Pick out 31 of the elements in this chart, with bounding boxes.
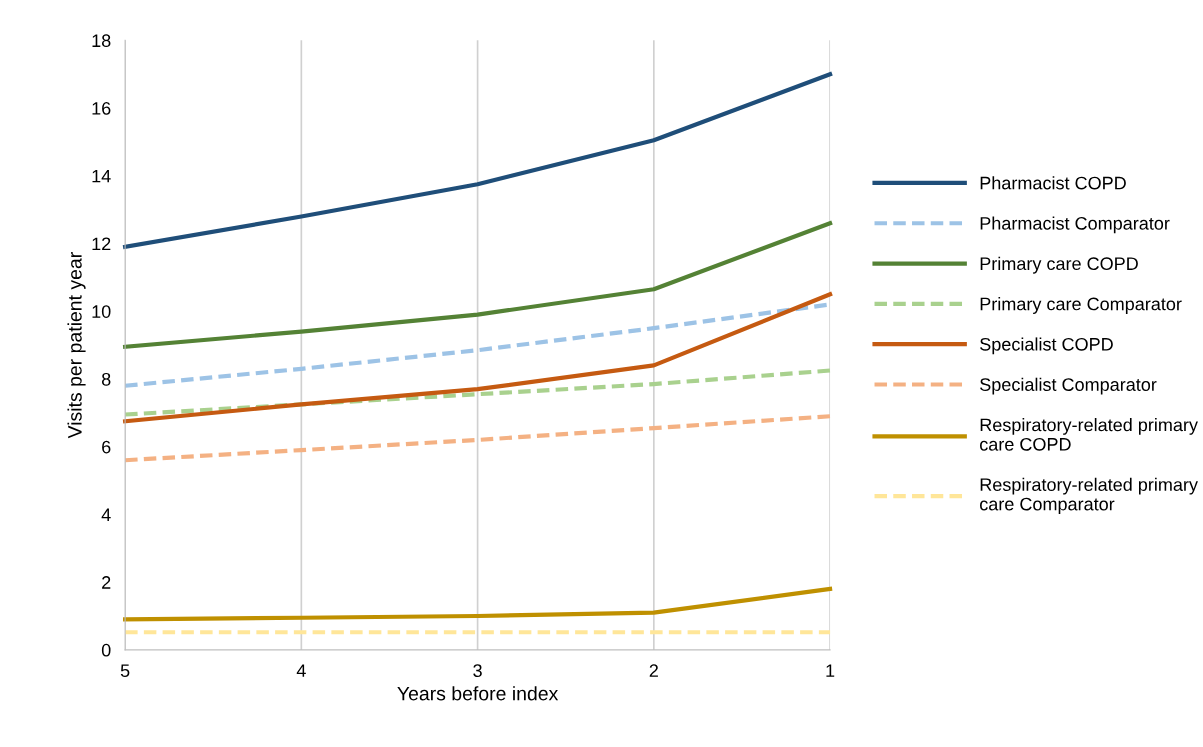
y-tick-label: 6 [102,440,111,454]
legend-label: Specialist Comparator [980,377,1157,395]
y-tick-label: 14 [92,169,111,183]
legend-label: Pharmacist Comparator [980,216,1170,234]
line-series [123,368,833,417]
line-series [123,221,833,349]
line-series [123,586,833,622]
legend-label: Respiratory-related primary care Comparator [980,477,1198,515]
legend-label: Primary care Comparator [980,297,1182,314]
y-tick-label: 16 [92,102,111,115]
y-tick-label: 4 [101,508,111,521]
line-series [123,292,833,424]
y-tick-label: 2 [102,576,111,589]
line-series [123,72,833,249]
legend-label: Primary care COPD [980,256,1138,274]
legend-label: Specialist COPD [980,337,1113,355]
x-tick-label: 5 [120,664,130,678]
y-tick-label: 12 [92,237,111,251]
x-axis-title: Years before index [397,686,559,701]
y-axis-title: Visits per patient year [67,252,86,439]
y-tick-label: 10 [92,305,111,318]
line-series [123,414,833,463]
y-tick-label: 0 [101,643,111,657]
y-tick-label: 18 [92,34,111,48]
legend-label: Pharmacist COPD [980,176,1126,190]
x-tick-label: 1 [826,664,835,677]
legend-label: Respiratory-related primary care COPD [980,418,1198,451]
x-tick-label: 3 [473,664,482,678]
x-tick-label: 4 [296,664,306,677]
y-tick-label: 8 [101,372,111,386]
x-tick-label: 2 [649,664,658,677]
